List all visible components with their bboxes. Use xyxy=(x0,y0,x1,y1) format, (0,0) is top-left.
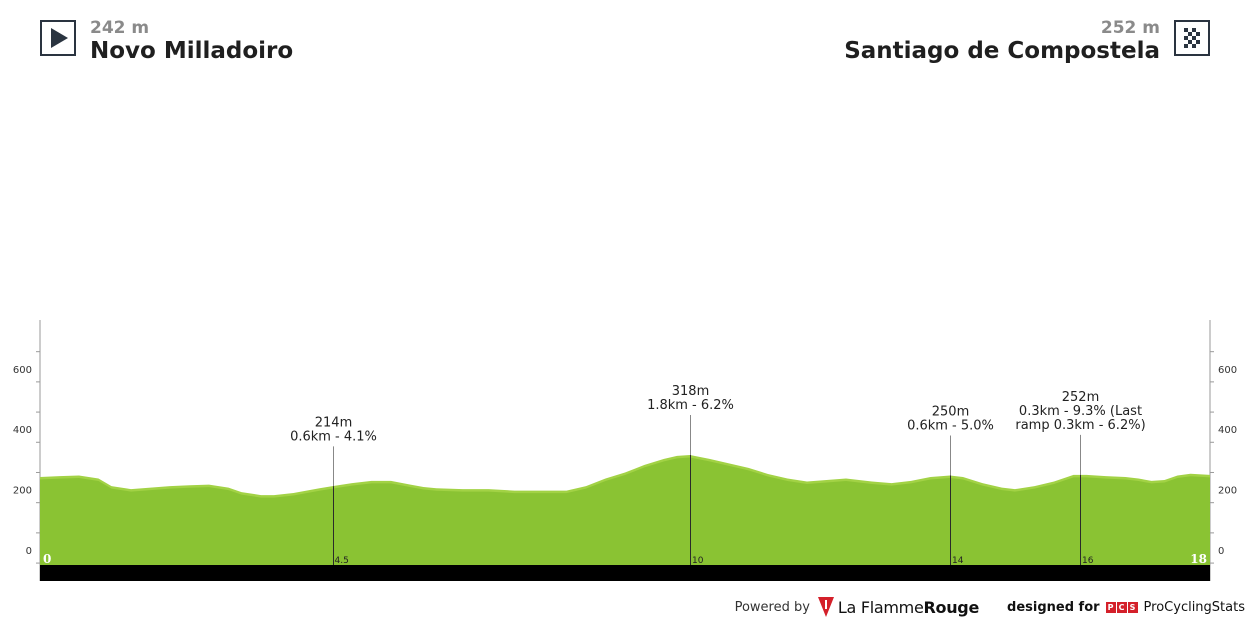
y-tick-label-right: 200 xyxy=(1218,486,1237,497)
checkered-flag-icon xyxy=(1174,20,1210,56)
distance-tick-label: 4.5 xyxy=(335,556,349,566)
y-tick-label-right: 0 xyxy=(1218,546,1224,557)
distance-tick-label: 0 xyxy=(43,552,51,566)
start-name: Novo Milladoiro xyxy=(90,38,294,64)
finish-altitude: 252 m xyxy=(1100,18,1160,38)
procyclingstats-label[interactable]: ProCyclingStats xyxy=(1143,599,1245,615)
pcs-letter: P xyxy=(1105,601,1116,613)
pcs-badge-icon[interactable]: P C S xyxy=(1105,601,1139,613)
y-tick-label-right: 600 xyxy=(1218,365,1237,376)
distance-tick-label: 10 xyxy=(692,556,704,566)
climb-annotation-label: 0.6km - 4.1% xyxy=(290,429,377,444)
finish-name: Santiago de Compostela xyxy=(844,38,1160,64)
climb-annotation-label: 214m xyxy=(315,415,352,430)
climb-annotation-label: ramp 0.3km - 6.2%) xyxy=(1015,418,1145,433)
designed-for-label: designed for xyxy=(1007,599,1100,615)
elevation-area xyxy=(40,457,1210,565)
climb-annotation-label: 318m xyxy=(672,384,709,399)
y-tick-label-left: 600 xyxy=(13,365,32,376)
y-tick-label-left: 200 xyxy=(13,486,32,497)
distance-tick-label: 16 xyxy=(1082,556,1094,566)
play-flag-icon xyxy=(40,20,76,56)
start-altitude: 242 m xyxy=(90,18,150,38)
climb-annotation-label: 1.8km - 6.2% xyxy=(647,398,734,413)
climb-annotation-label: 0.6km - 5.0% xyxy=(907,419,994,434)
distance-tick-label: 14 xyxy=(952,556,964,566)
pcs-letter: C xyxy=(1116,601,1127,613)
climb-annotation-label: 250m xyxy=(932,405,969,420)
pcs-letter: S xyxy=(1127,601,1138,613)
climb-annotation-label: 252m xyxy=(1062,390,1099,405)
y-tick-label-left: 0 xyxy=(26,546,32,557)
lfr-brand-b: Rouge xyxy=(923,597,980,617)
lfr-brand-a: La Flamme xyxy=(837,597,924,617)
footer: Powered by La FlammeRouge designed for P… xyxy=(735,597,1245,617)
distance-tick-label: 18 xyxy=(1190,552,1207,566)
la-flamme-rouge-logo[interactable]: La FlammeRouge xyxy=(817,597,980,617)
flamme-rouge-icon xyxy=(817,597,834,617)
powered-by-label: Powered by xyxy=(734,599,810,615)
y-tick-label-right: 400 xyxy=(1218,425,1237,436)
climb-annotation-label: 0.3km - 9.3% (Last xyxy=(1019,404,1142,419)
distance-baseline-strip xyxy=(40,565,1210,581)
y-tick-label-left: 400 xyxy=(13,425,32,436)
